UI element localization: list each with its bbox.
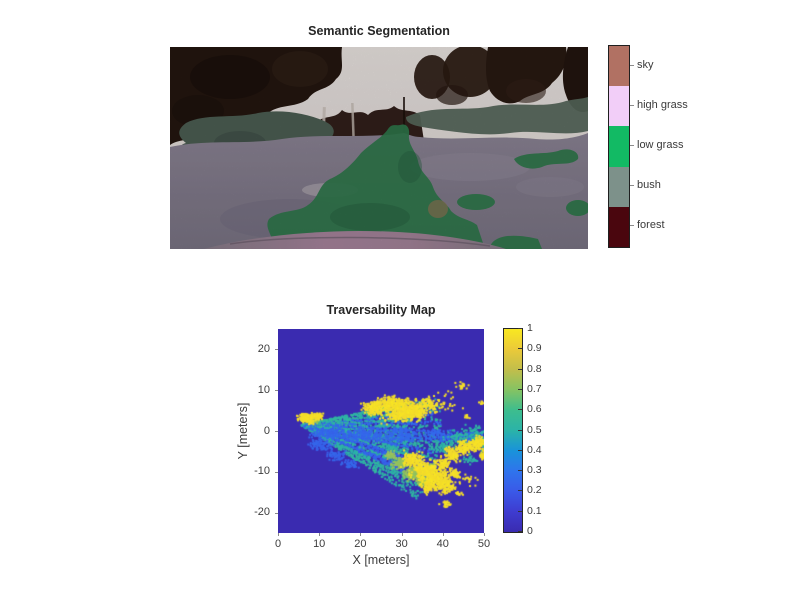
y-tick-label: -10 (254, 465, 270, 478)
legend-label-forest: forest (637, 219, 665, 232)
y-tick-mark (275, 512, 278, 514)
x-tick-mark (360, 533, 362, 536)
x-tick-label: 0 (274, 538, 282, 550)
legend-tick (630, 185, 634, 187)
colorbar-tick-label: 0.2 (527, 484, 542, 497)
x-tick-label: 30 (395, 538, 408, 550)
legend-label-sky: sky (637, 58, 654, 71)
y-tick-mark (275, 471, 278, 473)
x-axis-label: X [meters] (352, 553, 410, 567)
colorbar-tick-mark (518, 429, 522, 431)
x-tick-mark (442, 533, 444, 536)
colorbar-tick-mark (518, 510, 522, 512)
colorbar-tick-label: 0.5 (527, 423, 542, 436)
photo-grain (170, 47, 588, 249)
colorbar-tick-mark (518, 470, 522, 472)
legend-label-high-grass: high grass (637, 98, 688, 111)
colorbar-tick-label: 0.7 (527, 382, 542, 395)
colorbar-tick-label: 0.1 (527, 504, 542, 517)
legend-tick (630, 225, 634, 227)
colorbar-tick-mark (518, 531, 522, 532)
y-tick-mark (275, 390, 278, 392)
legend-label-bush: bush (637, 179, 661, 192)
segmentation-colorbar (608, 45, 630, 248)
legend-tick (630, 145, 634, 146)
x-tick-label: 20 (354, 538, 367, 550)
x-tick-label: 40 (436, 538, 449, 550)
segmented-scene-svg (170, 45, 590, 249)
legend-swatch-sky (609, 46, 629, 87)
colorbar-tick-mark (518, 449, 522, 451)
x-tick-mark (401, 533, 403, 536)
colorbar-tick-label: 0.8 (527, 362, 542, 375)
colorbar-tick-mark (518, 388, 522, 390)
colorbar-tick-mark (518, 328, 522, 329)
legend-swatch-forest (609, 206, 629, 248)
traversability-heatmap (278, 329, 484, 533)
colorbar-tick-mark (518, 348, 522, 350)
legend-tick (630, 64, 634, 66)
colorbar-tick-mark (518, 409, 522, 411)
legend-swatch-bush (609, 166, 629, 207)
y-tick-label: -20 (254, 506, 270, 519)
x-tick-mark (484, 533, 485, 536)
y-tick-label: 0 (263, 424, 270, 437)
y-tick-label: 10 (257, 383, 270, 396)
traversability-colorbar (503, 328, 523, 533)
x-tick-mark (278, 533, 279, 536)
traversability-title: Traversability Map (326, 303, 436, 317)
colorbar-tick-label: 0 (527, 525, 533, 537)
y-tick-mark (275, 349, 278, 351)
y-tick-mark (275, 431, 278, 432)
segmentation-image (170, 45, 590, 249)
colorbar-tick-label: 0.4 (527, 443, 542, 456)
colorbar-tick-mark (518, 368, 522, 370)
colorbar-tick-mark (518, 490, 522, 492)
x-tick-label: 50 (477, 538, 491, 550)
legend-tick (630, 104, 634, 106)
x-tick-mark (319, 533, 321, 536)
x-tick-label: 10 (313, 538, 326, 550)
colorbar-tick-label: 0.9 (527, 342, 542, 355)
colorbar-tick-label: 0.3 (527, 464, 542, 477)
legend-swatch-low-grass (609, 126, 629, 167)
segmentation-title: Semantic Segmentation (308, 24, 450, 38)
y-tick-label: 20 (257, 342, 270, 355)
legend-label-low-grass: low grass (637, 139, 684, 151)
colorbar-tick-label: 1 (527, 322, 533, 334)
legend-swatch-high-grass (609, 86, 629, 127)
colorbar-tick-label: 0.6 (527, 403, 542, 416)
